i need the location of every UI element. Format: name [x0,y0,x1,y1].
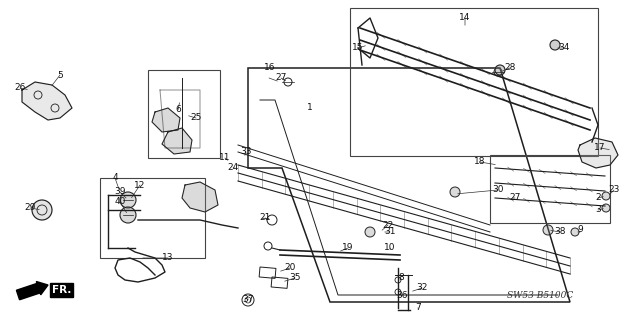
Text: 38: 38 [554,228,566,236]
Circle shape [32,200,52,220]
Text: SW53 B5100C: SW53 B5100C [507,292,573,300]
Text: 26: 26 [15,84,25,92]
Circle shape [550,40,560,50]
Circle shape [450,187,460,197]
Text: 4: 4 [112,173,118,182]
Text: 10: 10 [384,244,396,252]
Text: 40: 40 [114,197,126,206]
Circle shape [571,228,579,236]
Text: 11: 11 [219,154,231,163]
Bar [271,277,288,288]
Text: 3: 3 [595,205,601,214]
Text: 39: 39 [114,188,126,196]
Text: 27: 27 [509,194,521,203]
Text: 32: 32 [417,284,428,292]
Text: 5: 5 [57,70,63,79]
Text: 22: 22 [382,220,394,229]
Text: 19: 19 [342,244,354,252]
Text: 23: 23 [608,186,620,195]
Text: 28: 28 [504,63,516,73]
Bar [350,8,598,156]
Text: 9: 9 [577,226,583,235]
Text: 31: 31 [384,228,396,236]
Circle shape [365,227,375,237]
FancyArrow shape [17,282,48,300]
Text: 35: 35 [290,274,301,283]
Text: 14: 14 [459,13,471,22]
Text: 29: 29 [24,204,36,212]
Bar [100,178,205,258]
Polygon shape [182,182,218,212]
Text: 37: 37 [242,295,254,305]
Text: 15: 15 [352,44,364,52]
Text: 36: 36 [396,292,408,300]
Text: 6: 6 [175,106,181,115]
Text: 16: 16 [264,63,276,73]
Text: 18: 18 [474,157,486,166]
Text: 27: 27 [276,74,286,83]
Circle shape [543,225,553,235]
Text: 7: 7 [415,303,421,313]
Circle shape [120,192,136,208]
Text: 17: 17 [594,143,606,153]
Polygon shape [162,128,192,154]
Text: 25: 25 [190,114,202,123]
Circle shape [495,65,505,75]
Text: 33: 33 [240,148,251,156]
Bar [490,155,610,223]
Text: 1: 1 [307,103,313,113]
Text: 8: 8 [398,274,404,283]
Polygon shape [152,108,180,132]
Circle shape [602,192,610,200]
Text: 24: 24 [227,164,239,172]
Text: 12: 12 [135,180,145,189]
Text: 21: 21 [259,213,271,222]
Circle shape [120,207,136,223]
Text: 20: 20 [284,263,296,273]
Bar [148,70,220,158]
Bar [259,267,276,278]
Text: 34: 34 [558,44,570,52]
Circle shape [602,204,610,212]
Text: FR.: FR. [52,285,71,295]
Text: 30: 30 [492,186,504,195]
Text: 13: 13 [163,253,174,262]
Polygon shape [22,82,72,120]
Text: 2: 2 [595,194,601,203]
Polygon shape [578,138,618,168]
